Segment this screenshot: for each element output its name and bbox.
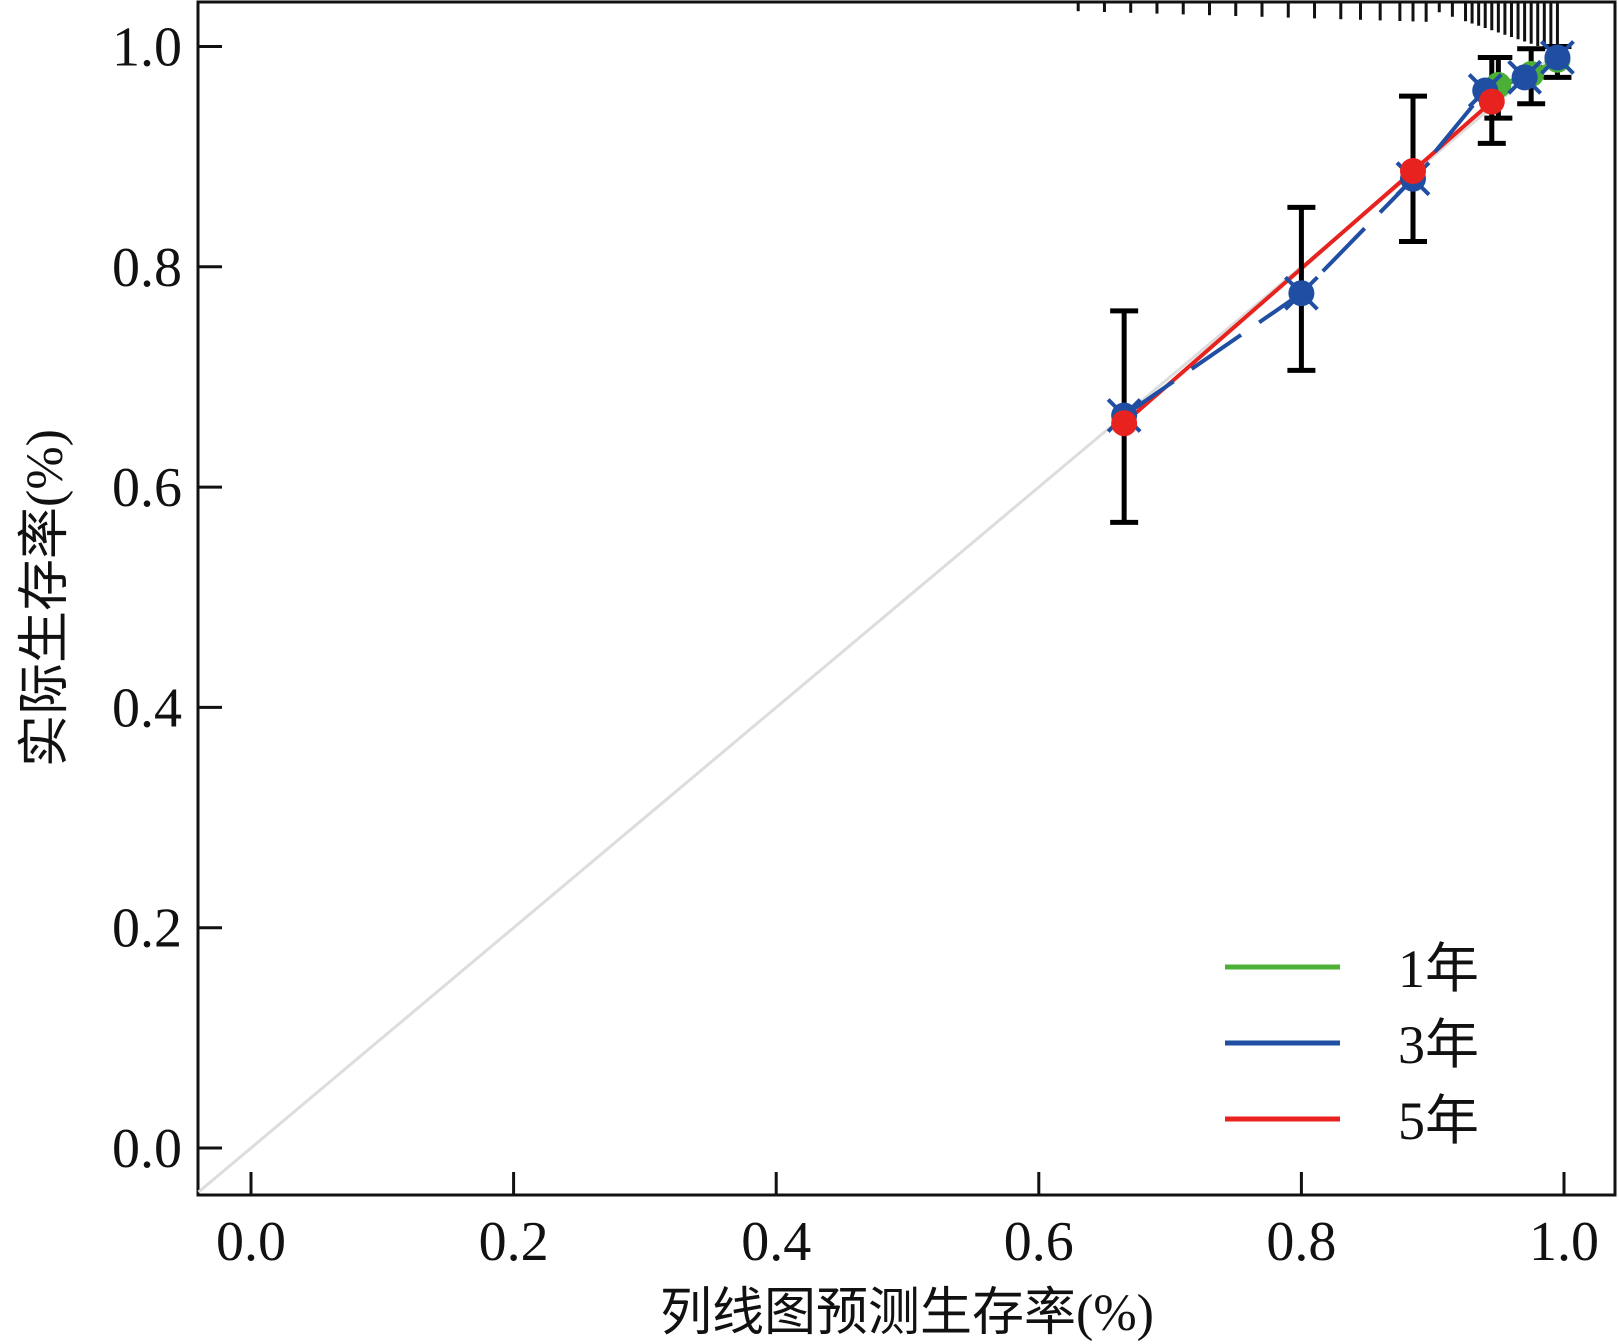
data-point xyxy=(1478,88,1505,115)
y-tick-label: 0.4 xyxy=(112,677,182,739)
x-axis-label: 列线图预测生存率(%) xyxy=(660,1285,1154,1342)
legend-label: 5年 xyxy=(1398,1091,1479,1151)
data-point-cross xyxy=(1540,40,1575,75)
data-point xyxy=(1400,157,1427,184)
x-tick-label: 0.0 xyxy=(216,1211,286,1273)
y-tick-label: 0.2 xyxy=(112,898,182,960)
plot-frame xyxy=(196,0,1617,1197)
data-point-cross xyxy=(1507,59,1543,95)
x-tick-label: 0.2 xyxy=(479,1211,549,1273)
legend-label: 1年 xyxy=(1398,939,1479,999)
x-tick-label: 0.8 xyxy=(1266,1211,1336,1273)
x-tick-label: 0.6 xyxy=(1004,1211,1074,1273)
data-point xyxy=(1111,410,1138,437)
legend-label: 3年 xyxy=(1398,1015,1479,1075)
data-point-cross xyxy=(1283,275,1319,311)
x-tick-label: 1.0 xyxy=(1529,1211,1599,1273)
x-tick-label: 0.4 xyxy=(741,1211,811,1273)
y-tick-label: 0.8 xyxy=(112,237,182,299)
legend: 1年 3年 5年 xyxy=(1225,939,1479,1151)
y-tick-label: 0.6 xyxy=(112,457,182,519)
y-tick-label: 0.0 xyxy=(112,1118,182,1180)
y-tick-label: 1.0 xyxy=(112,17,182,79)
y-axis-label: 实际生存率(%) xyxy=(17,429,74,767)
